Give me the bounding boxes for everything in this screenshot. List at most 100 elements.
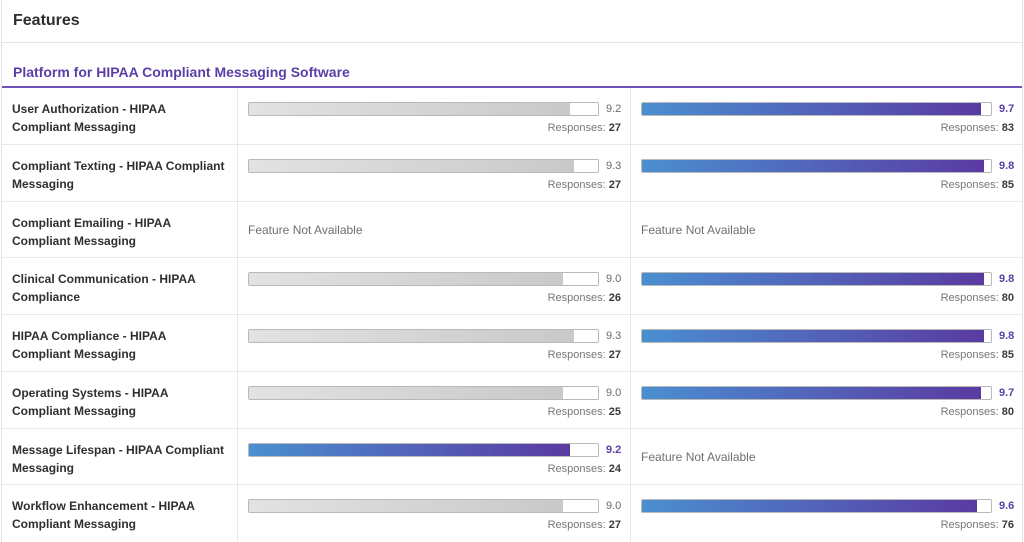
score-bar [248, 158, 599, 173]
responses-count: Responses: 76 [941, 518, 1014, 532]
product-b-cell: 9.8 Responses: 85 [631, 145, 1023, 201]
responses-count: Responses: 85 [941, 348, 1014, 362]
feature-row: HIPAA Compliance - HIPAA Compliant Messa… [2, 315, 1022, 372]
score-bar [248, 442, 599, 457]
responses-count: Responses: 27 [548, 121, 621, 135]
feature-not-available: Feature Not Available [641, 222, 756, 237]
score-value: 9.2 [606, 103, 622, 115]
score-value: 9.3 [606, 159, 622, 172]
score-bar [248, 385, 599, 400]
score-bar [641, 102, 992, 116]
feature-row: Clinical Communication - HIPAA Complianc… [2, 258, 1022, 315]
product-a-cell: 9.0 Responses: 26 [238, 258, 631, 314]
product-a-cell: 9.0 Responses: 25 [238, 371, 631, 428]
score-value: 9.2 [606, 443, 622, 456]
responses-value: 80 [1001, 292, 1014, 305]
responses-label: Responses: [547, 519, 606, 532]
score-bar-fill [249, 330, 574, 342]
responses-count: Responses: 80 [941, 291, 1014, 305]
responses-value: 27 [608, 178, 621, 191]
responses-count: Responses: 27 [548, 348, 621, 362]
responses-value: 83 [1001, 122, 1014, 134]
score-bar [641, 272, 992, 287]
score-bar [248, 329, 599, 343]
responses-label: Responses: [547, 462, 606, 475]
product-b-cell: 9.6 Responses: 76 [631, 485, 1023, 542]
responses-label: Responses: [940, 519, 999, 532]
responses-label: Responses: [547, 349, 606, 361]
product-b-cell: Feature Not Available [631, 429, 1023, 485]
section-header: Platform for HIPAA Compliant Messaging S… [2, 43, 1022, 88]
responses-count: Responses: 27 [548, 518, 621, 532]
responses-value: 27 [608, 122, 621, 134]
responses-value: 24 [608, 462, 621, 475]
responses-value: 85 [1001, 178, 1014, 191]
product-b-cell: 9.7 Responses: 83 [631, 88, 1023, 144]
score-bar-fill [249, 159, 574, 172]
responses-count: Responses: 26 [548, 291, 621, 305]
score-bar-fill [249, 443, 571, 456]
responses-count: Responses: 27 [548, 178, 621, 192]
responses-label: Responses: [547, 178, 606, 191]
score-value: 9.7 [999, 103, 1015, 115]
features-header: Features [2, 0, 1022, 43]
product-b-cell: Feature Not Available [631, 202, 1023, 258]
product-a-cell: 9.3 Responses: 27 [238, 144, 631, 201]
product-a-cell: 9.3 Responses: 27 [238, 315, 631, 371]
product-a-cell: 9.2 Responses: 27 [238, 88, 631, 144]
feature-row: Compliant Texting - HIPAA Compliant Mess… [2, 144, 1023, 202]
features-title: Features [13, 12, 80, 29]
score-value: 9.0 [606, 386, 622, 399]
responses-value: 25 [608, 405, 621, 418]
score-bar-fill [642, 500, 978, 513]
score-bar-fill [249, 273, 564, 286]
responses-label: Responses: [940, 349, 999, 361]
score-bar [641, 385, 992, 400]
score-bar-fill [642, 330, 985, 342]
score-bar-fill [642, 159, 985, 172]
feature-label: Workflow Enhancement - HIPAA Compliant M… [2, 485, 238, 542]
feature-label: Message Lifespan - HIPAA Compliant Messa… [2, 428, 238, 485]
score-bar-fill [642, 386, 981, 399]
score-value: 9.8 [999, 159, 1015, 172]
score-bar-fill [249, 500, 564, 513]
score-bar-fill [249, 386, 564, 399]
responses-label: Responses: [940, 178, 999, 191]
product-a-cell: 9.0 Responses: 27 [238, 485, 631, 542]
score-value: 9.7 [999, 386, 1015, 399]
responses-label: Responses: [547, 122, 606, 134]
feature-row: User Authorization - HIPAA Compliant Mes… [2, 88, 1022, 145]
score-value: 9.8 [999, 330, 1015, 342]
feature-label: Compliant Emailing - HIPAA Compliant Mes… [2, 201, 238, 258]
feature-label: Compliant Texting - HIPAA Compliant Mess… [2, 144, 238, 201]
score-value: 9.8 [999, 273, 1015, 286]
product-b-cell: 9.8 Responses: 80 [631, 258, 1023, 314]
feature-label: Operating Systems - HIPAA Compliant Mess… [2, 371, 238, 428]
score-bar-fill [642, 273, 985, 286]
responses-value: 76 [1001, 519, 1014, 532]
score-value: 9.3 [606, 330, 622, 342]
feature-row: Compliant Emailing - HIPAA Compliant Mes… [2, 201, 1023, 259]
score-bar [641, 158, 992, 173]
responses-value: 85 [1001, 349, 1014, 361]
score-bar [641, 329, 992, 343]
product-a-cell: Feature Not Available [238, 201, 631, 258]
responses-count: Responses: 83 [941, 121, 1014, 135]
product-b-cell: 9.8 Responses: 85 [631, 315, 1023, 371]
responses-label: Responses: [940, 405, 999, 418]
feature-row: Operating Systems - HIPAA Compliant Mess… [2, 371, 1022, 429]
feature-label: HIPAA Compliance - HIPAA Compliant Messa… [2, 315, 238, 371]
responses-value: 26 [608, 292, 621, 305]
feature-label: Clinical Communication - HIPAA Complianc… [2, 258, 238, 314]
responses-value: 80 [1001, 405, 1014, 418]
responses-label: Responses: [547, 292, 606, 305]
responses-count: Responses: 25 [548, 405, 621, 419]
feature-not-available: Feature Not Available [248, 222, 363, 237]
responses-label: Responses: [940, 292, 999, 305]
responses-value: 27 [608, 349, 621, 361]
score-value: 9.6 [999, 500, 1015, 513]
score-bar-fill [249, 103, 571, 115]
score-bar-fill [642, 103, 981, 115]
product-a-cell: 9.2 Responses: 24 [238, 428, 631, 485]
